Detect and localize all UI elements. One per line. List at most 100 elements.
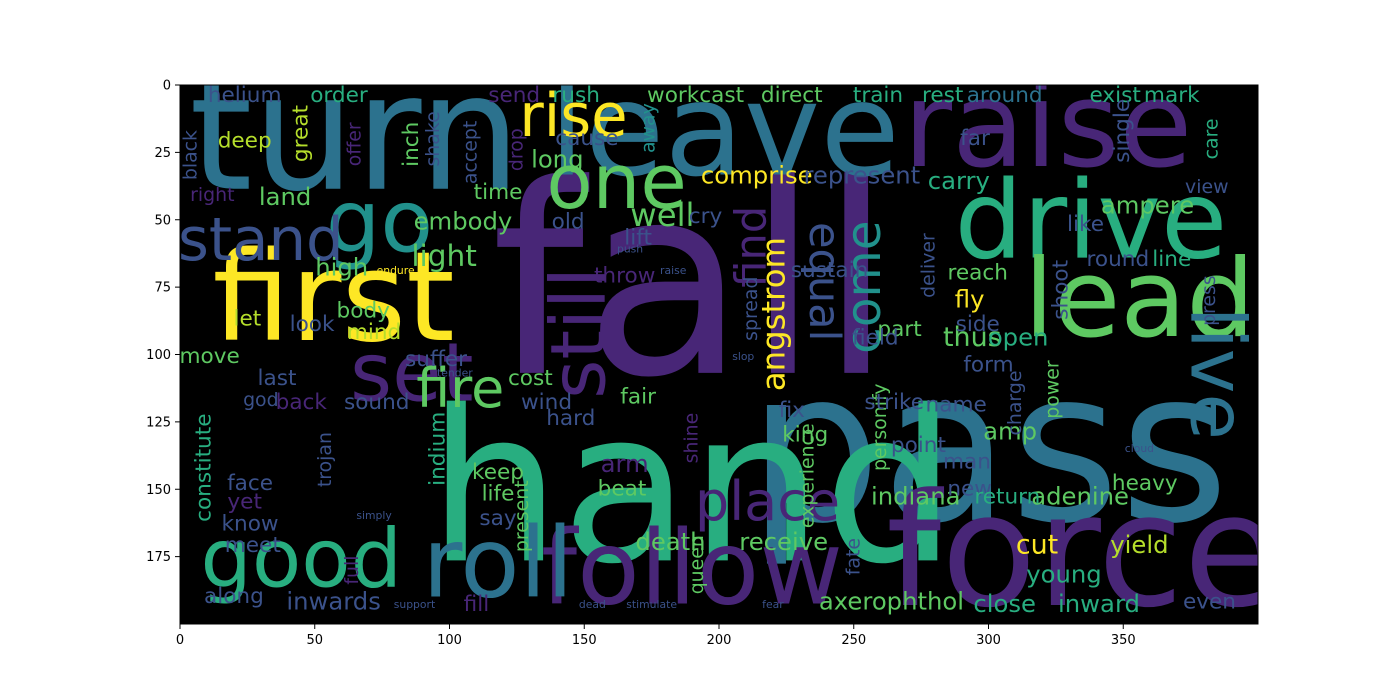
word-fall: fall xyxy=(491,129,893,436)
word-mark: mark xyxy=(1144,83,1200,108)
word-like: like xyxy=(1067,212,1104,237)
word-charge: charge xyxy=(1004,371,1026,436)
y-tick-label: 75 xyxy=(154,281,171,296)
word-strike: strike xyxy=(864,390,924,415)
word-great: great xyxy=(288,105,313,162)
word-power: power xyxy=(1042,360,1064,419)
word-one: one xyxy=(546,138,687,226)
word-body: body xyxy=(337,298,391,323)
word-suffer: suffer xyxy=(405,347,467,372)
word-yet: yet xyxy=(227,490,262,515)
x-tick-label: 300 xyxy=(976,633,1001,648)
word-represent: represent xyxy=(803,161,920,190)
word-receive: receive xyxy=(739,527,828,556)
word-roll: roll xyxy=(423,506,574,619)
word-angstrom: angstrom xyxy=(755,237,793,391)
word-drive: drive xyxy=(955,159,1228,284)
word-god: god xyxy=(243,389,279,411)
word-well: well xyxy=(630,196,694,234)
word-queen: queen xyxy=(686,535,708,594)
word-life: life xyxy=(482,482,515,507)
word-push: push xyxy=(617,242,643,255)
word-exist: exist xyxy=(1089,83,1140,108)
word-beat: beat xyxy=(598,476,647,501)
word-inch: inch xyxy=(399,122,424,167)
word-fill: fill xyxy=(464,592,490,617)
word-hard: hard xyxy=(546,406,595,431)
word-live: live xyxy=(1174,307,1262,440)
word-carry: carry xyxy=(928,166,990,195)
word-arm: arm xyxy=(601,449,649,478)
word-right: right xyxy=(190,184,234,206)
word-tender: tender xyxy=(437,366,473,379)
word-trojan: trojan xyxy=(314,432,336,487)
word-ampere: ampere xyxy=(1101,190,1194,219)
word-sound: sound xyxy=(344,390,410,415)
word-slop: slop xyxy=(732,350,754,363)
word-rise: rise xyxy=(519,81,627,150)
word-say: say xyxy=(479,506,516,531)
x-tick-label: 50 xyxy=(306,633,323,648)
word-simply: simply xyxy=(356,509,392,522)
word-fair: fair xyxy=(620,385,656,410)
word-deliver: deliver xyxy=(918,233,940,298)
word-accept: accept xyxy=(460,121,482,184)
word-raise: raise xyxy=(903,56,1192,194)
word-rest: rest xyxy=(922,83,963,108)
y-tick-label: 100 xyxy=(146,348,171,363)
word-constitute: constitute xyxy=(191,413,216,521)
word-present: present xyxy=(511,480,533,552)
word-first: first xyxy=(212,226,454,370)
word-back: back xyxy=(276,390,328,415)
x-axis: 0 50 100 150 200 250 300 350 xyxy=(176,624,1136,648)
word-name: name xyxy=(926,393,987,418)
word-shoot: shoot xyxy=(1048,260,1073,320)
word-order: order xyxy=(310,83,368,108)
x-tick-label: 250 xyxy=(841,633,866,648)
word-direct: direct xyxy=(761,83,823,108)
word-inward: inward xyxy=(1058,589,1140,618)
word-new: new xyxy=(947,476,992,501)
word-fire: fire xyxy=(416,357,504,420)
word-force: force xyxy=(886,460,1280,642)
word-know: know xyxy=(222,511,279,536)
y-tick-label: 150 xyxy=(146,483,171,498)
word-equal: equal xyxy=(799,222,849,342)
word-still: still xyxy=(535,267,623,399)
word-round: round xyxy=(1087,247,1150,272)
word-embody: embody xyxy=(414,206,513,235)
word-yield: yield xyxy=(1110,530,1168,559)
word-deep: deep xyxy=(218,129,272,154)
word-endure: endure xyxy=(377,264,415,277)
word-high: high xyxy=(315,252,368,281)
word-good: good xyxy=(201,513,402,607)
word-work: work xyxy=(647,83,700,108)
word-cloud: cloud xyxy=(1125,442,1154,455)
x-tick-label: 100 xyxy=(437,633,462,648)
word-even: even xyxy=(1183,589,1236,614)
word-find: find xyxy=(727,206,777,288)
word-dead: dead xyxy=(579,598,606,611)
word-train: train xyxy=(853,83,903,108)
word-young: young xyxy=(1026,559,1101,588)
word-land: land xyxy=(259,182,311,211)
y-tick-label: 0 xyxy=(163,79,171,94)
word-adenine: adenine xyxy=(1031,481,1129,510)
word-set: set xyxy=(350,327,473,421)
word-cast: cast xyxy=(699,83,744,108)
word-indium: indium xyxy=(426,412,451,486)
x-tick-label: 0 xyxy=(176,633,184,648)
word-lead: lead xyxy=(1024,237,1255,362)
word-view: view xyxy=(1185,176,1229,198)
word-go: go xyxy=(326,172,433,272)
word-open: open xyxy=(988,322,1049,351)
y-tick-label: 175 xyxy=(146,550,171,565)
word-man: man xyxy=(943,449,991,474)
x-tick-label: 200 xyxy=(707,633,732,648)
word-throw: throw xyxy=(594,263,655,288)
word-fate: fate xyxy=(842,538,864,575)
word-reach: reach xyxy=(947,261,1007,286)
word-send: send xyxy=(488,83,540,108)
word-full: full xyxy=(341,556,363,585)
